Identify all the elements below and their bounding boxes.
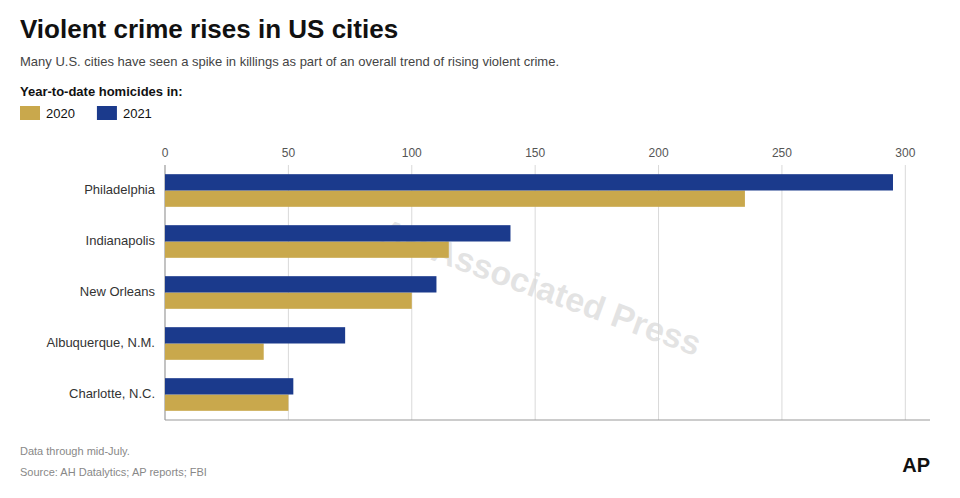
legend-swatch — [97, 106, 117, 120]
bar — [165, 378, 293, 394]
x-tick-label: 250 — [772, 146, 792, 160]
grid-line — [905, 165, 906, 420]
footnote: Source: AH Datalytics; AP reports; FBI — [20, 466, 207, 478]
bar — [165, 242, 449, 258]
background — [0, 0, 960, 498]
category-label: Albuquerque, N.M. — [47, 335, 155, 350]
legend-label: 2021 — [123, 106, 152, 121]
bar — [165, 327, 345, 343]
grid-line — [781, 165, 782, 420]
chart-container: Violent crime rises in US cities Many U.S… — [0, 0, 960, 498]
bar — [165, 293, 412, 309]
legend: Year-to-date homicides in: 2020 2021 — [20, 84, 183, 121]
x-tick-label: 150 — [525, 146, 545, 160]
bar — [165, 225, 510, 241]
legend-label: 2020 — [46, 106, 75, 121]
bar — [165, 276, 436, 292]
footnote: Data through mid-July. — [20, 445, 130, 457]
x-tick-label: 100 — [402, 146, 422, 160]
bar — [165, 344, 264, 360]
x-tick-label: 300 — [895, 146, 915, 160]
chart: Violent crime rises in US cities Many U.S… — [0, 0, 960, 498]
category-label: Philadelphia — [84, 182, 156, 197]
x-tick-label: 200 — [649, 146, 669, 160]
legend-swatch — [20, 106, 40, 120]
category-label: Indianapolis — [86, 233, 156, 248]
category-label: New Orleans — [80, 284, 156, 299]
x-axis-line — [165, 420, 930, 421]
x-tick-label: 50 — [282, 146, 296, 160]
grid — [165, 165, 905, 420]
legend-title: Year-to-date homicides in: — [20, 84, 183, 99]
x-tick-label: 0 — [162, 146, 169, 160]
subtitle: Many U.S. cities have seen a spike in ki… — [20, 54, 559, 69]
bars — [165, 174, 893, 411]
bar — [165, 191, 745, 207]
logo: AP — [902, 454, 930, 476]
bar — [165, 395, 288, 411]
category-label: Charlotte, N.C. — [69, 386, 155, 401]
bar — [165, 174, 893, 190]
title: Violent crime rises in US cities — [20, 14, 398, 44]
